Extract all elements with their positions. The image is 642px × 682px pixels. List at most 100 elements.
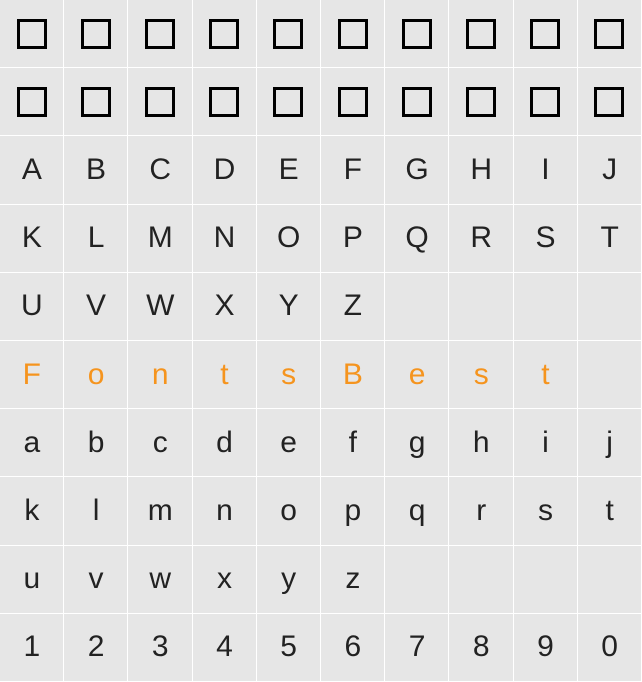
glyph-cell: U <box>0 273 64 341</box>
glyph-char: o <box>88 358 104 392</box>
glyph-cell: u <box>0 546 64 614</box>
glyph-char: x <box>217 562 232 596</box>
glyph-box-cell <box>0 68 64 136</box>
glyph-char: 6 <box>344 630 360 664</box>
glyph-char: Z <box>344 289 362 323</box>
glyph-box-cell <box>578 0 642 68</box>
empty-glyph-icon <box>273 19 303 49</box>
glyph-cell: s <box>449 341 513 409</box>
glyph-char: 7 <box>409 630 425 664</box>
glyph-char: r <box>476 494 486 528</box>
empty-glyph-icon <box>273 87 303 117</box>
glyph-char: G <box>405 153 428 187</box>
glyph-cell: M <box>128 205 192 273</box>
glyph-cell <box>578 273 642 341</box>
glyph-cell: J <box>578 136 642 204</box>
glyph-char: K <box>22 221 42 255</box>
glyph-cell: G <box>385 136 449 204</box>
glyph-cell: f <box>321 409 385 477</box>
glyph-char: V <box>86 289 106 323</box>
glyph-cell: p <box>321 477 385 545</box>
glyph-cell: F <box>321 136 385 204</box>
glyph-char: T <box>600 221 618 255</box>
glyph-cell: n <box>128 341 192 409</box>
glyph-char: 9 <box>537 630 553 664</box>
glyph-cell: T <box>578 205 642 273</box>
glyph-cell: 6 <box>321 614 385 682</box>
glyph-char: 5 <box>280 630 296 664</box>
glyph-cell: 7 <box>385 614 449 682</box>
empty-glyph-icon <box>338 87 368 117</box>
glyph-cell: s <box>257 341 321 409</box>
glyph-cell: 9 <box>514 614 578 682</box>
glyph-char: Y <box>279 289 299 323</box>
empty-glyph-icon <box>145 19 175 49</box>
empty-glyph-icon <box>466 87 496 117</box>
glyph-cell <box>449 273 513 341</box>
glyph-char: D <box>214 153 235 187</box>
empty-glyph-icon <box>17 19 47 49</box>
glyph-cell <box>449 546 513 614</box>
glyph-cell: q <box>385 477 449 545</box>
glyph-cell <box>578 341 642 409</box>
glyph-char: S <box>535 221 555 255</box>
glyph-cell: d <box>193 409 257 477</box>
glyph-char: R <box>470 221 491 255</box>
glyph-char: k <box>24 494 39 528</box>
glyph-box-cell <box>193 0 257 68</box>
glyph-cell: 0 <box>578 614 642 682</box>
glyph-char: L <box>88 221 104 255</box>
glyph-cell: E <box>257 136 321 204</box>
glyph-char: B <box>343 358 363 392</box>
glyph-char: X <box>214 289 234 323</box>
glyph-char: 2 <box>88 630 104 664</box>
glyph-char: v <box>89 562 104 596</box>
glyph-box-cell <box>257 0 321 68</box>
glyph-char: E <box>279 153 299 187</box>
glyph-cell: B <box>321 341 385 409</box>
glyph-char: l <box>93 494 99 528</box>
glyph-cell: s <box>514 477 578 545</box>
glyph-cell: S <box>514 205 578 273</box>
glyph-char: z <box>345 562 360 596</box>
glyph-cell: L <box>64 205 128 273</box>
glyph-char: t <box>605 494 613 528</box>
glyph-cell: N <box>193 205 257 273</box>
glyph-char: n <box>216 494 232 528</box>
character-grid: ABCDEFGHIJKLMNOPQRSTUVWXYZFontsBestabcde… <box>0 0 642 682</box>
empty-glyph-icon <box>209 19 239 49</box>
glyph-char: F <box>344 153 362 187</box>
glyph-cell: W <box>128 273 192 341</box>
glyph-char: s <box>474 358 489 392</box>
glyph-cell: a <box>0 409 64 477</box>
glyph-char: O <box>277 221 300 255</box>
glyph-cell <box>514 273 578 341</box>
glyph-cell: I <box>514 136 578 204</box>
glyph-char: H <box>470 153 491 187</box>
glyph-cell: z <box>321 546 385 614</box>
empty-glyph-icon <box>338 19 368 49</box>
glyph-box-cell <box>64 68 128 136</box>
glyph-cell: j <box>578 409 642 477</box>
glyph-char: n <box>152 358 168 392</box>
glyph-box-cell <box>449 68 513 136</box>
glyph-char: 3 <box>152 630 168 664</box>
glyph-char: 4 <box>216 630 232 664</box>
empty-glyph-icon <box>402 19 432 49</box>
glyph-char: a <box>24 426 40 460</box>
empty-glyph-icon <box>466 19 496 49</box>
empty-glyph-icon <box>530 19 560 49</box>
glyph-char: f <box>349 426 357 460</box>
glyph-char: w <box>149 562 170 596</box>
glyph-box-cell <box>321 0 385 68</box>
glyph-box-cell <box>321 68 385 136</box>
glyph-cell: k <box>0 477 64 545</box>
glyph-cell: R <box>449 205 513 273</box>
glyph-box-cell <box>128 0 192 68</box>
glyph-cell: 1 <box>0 614 64 682</box>
glyph-char: g <box>409 426 425 460</box>
glyph-cell: x <box>193 546 257 614</box>
glyph-char: U <box>21 289 42 323</box>
empty-glyph-icon <box>145 87 175 117</box>
glyph-cell: Z <box>321 273 385 341</box>
